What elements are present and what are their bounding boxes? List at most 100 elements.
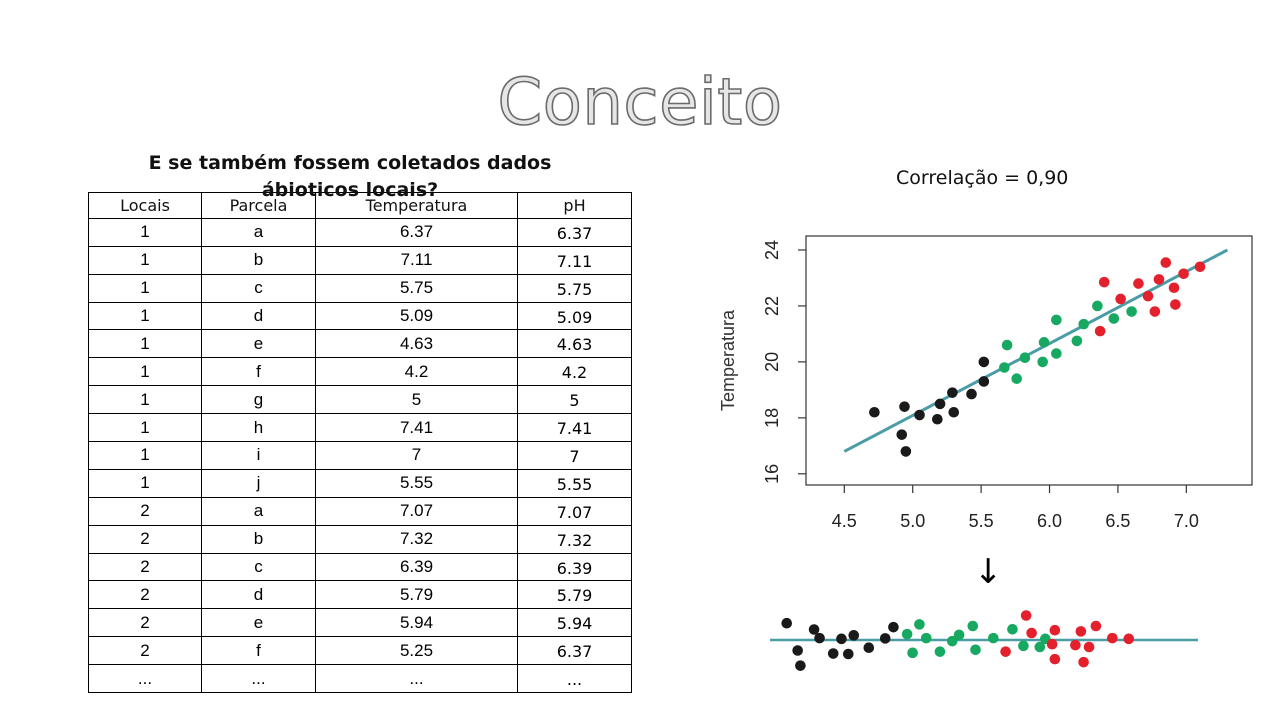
data-point-red (1133, 278, 1144, 289)
data-point-green (1001, 339, 1013, 351)
cell-parcela: ... (201, 664, 316, 694)
residual-point-green (953, 629, 965, 641)
residual-point-black (848, 630, 860, 641)
residual-point-green (946, 635, 958, 647)
data-point-green (1038, 337, 1050, 348)
data-point-red (1142, 290, 1154, 302)
data-point-red (1168, 282, 1180, 294)
cell-locais: 2 (88, 580, 202, 610)
table-row: 2 d 5.79 5.79 (88, 580, 632, 610)
question-text: E se também fossem coletados dados ábiot… (148, 152, 552, 201)
table-row: 2 a 7.07 7.07 (88, 496, 632, 526)
data-point-red (1160, 257, 1172, 268)
cell-parcela: d (201, 580, 316, 610)
cell-temperatura: 6.39 (315, 552, 518, 582)
x-tick-label: 5.5 (969, 511, 994, 531)
data-point-black (948, 406, 960, 418)
data-point-red (1170, 299, 1181, 310)
data-point-black (932, 413, 943, 425)
cell-locais: 2 (88, 496, 202, 526)
residual-point-red (1049, 624, 1061, 636)
cell-locais: 1 (88, 245, 202, 275)
data-point-black (900, 446, 912, 457)
cell-parcela: f (201, 636, 316, 666)
residual-point-red (1026, 627, 1037, 639)
residual-point-red (1090, 620, 1102, 632)
table-row: 1 j 5.55 5.55 (88, 468, 632, 498)
residual-point-green (967, 620, 979, 632)
data-point-green (1037, 356, 1048, 368)
header-temperatura: Temperatura (315, 192, 518, 219)
header-locais: Locais (88, 192, 202, 219)
table-row: 1 d 5.09 5.09 (88, 301, 632, 331)
cell-parcela: i (201, 441, 316, 470)
data-point-black (899, 401, 910, 412)
y-tick-label: 16 (762, 464, 782, 484)
cell-temperatura: 7.41 (315, 413, 518, 443)
cell-parcela: j (201, 468, 316, 498)
residual-point-red (1020, 610, 1032, 621)
cell-parcela: b (201, 524, 316, 554)
cell-ph: 7 (517, 441, 632, 470)
regression-line (843, 248, 1229, 453)
cell-locais: 2 (88, 636, 202, 666)
x-tick-label: 4.5 (832, 511, 857, 531)
cell-temperatura: 5 (315, 385, 518, 415)
cell-parcela: h (201, 413, 316, 443)
residual-point-black (827, 648, 839, 659)
table-row: 1 f 4.2 4.2 (88, 357, 632, 387)
data-point-black (869, 406, 880, 418)
cell-parcela: g (201, 385, 316, 415)
cell-parcela: c (201, 552, 316, 582)
x-tick-label: 6.5 (1105, 511, 1130, 531)
data-point-green (1108, 313, 1120, 324)
data-point-red (1153, 274, 1165, 285)
residual-point-green (1018, 640, 1029, 652)
data-point-red (1094, 325, 1106, 337)
cell-temperatura: 4.63 (315, 329, 518, 359)
residual-point-red (1075, 626, 1087, 637)
cell-ph: 5.09 (517, 301, 632, 331)
cell-ph: 5 (517, 385, 632, 415)
y-tick-label: 20 (762, 352, 782, 372)
table-body: 1 a 6.37 6.37 1 b 7.11 7.11 1 c 5.75 5.75 1 d 5.09 5.09… (88, 217, 632, 694)
residual-point-red (1049, 653, 1061, 665)
cell-locais: 1 (88, 468, 202, 498)
cell-ph: 6.37 (517, 217, 632, 247)
data-point-green (1051, 314, 1062, 326)
cell-locais: 2 (88, 524, 202, 554)
data-point-black (978, 376, 990, 387)
cell-temperatura: 5.94 (315, 608, 518, 638)
table-row: ............ (88, 664, 632, 694)
cell-locais: 1 (88, 273, 202, 303)
residual-point-green (988, 632, 999, 644)
residual-point-green (1034, 641, 1046, 653)
y-tick-label: 18 (762, 408, 782, 428)
down-arrow-icon: ↓ (974, 552, 1003, 592)
cell-parcela: e (201, 329, 316, 359)
cell-ph: 4.63 (517, 329, 632, 359)
residual-point-black (795, 660, 806, 671)
data-point-black (966, 388, 977, 400)
table-row: 1 c 5.75 5.75 (88, 273, 632, 303)
cell-locais: 1 (88, 413, 202, 443)
cell-temperatura: 7.32 (315, 524, 518, 554)
cell-temperatura: ... (315, 664, 518, 694)
y-axis-label: Temperatura (718, 309, 738, 411)
cell-temperatura: 5.55 (315, 468, 518, 498)
data-point-green (1071, 335, 1083, 347)
residual-point-black (888, 621, 899, 633)
cell-temperatura: 4.2 (315, 357, 518, 387)
residual-point-black (863, 642, 875, 653)
cell-ph: 7.11 (517, 245, 632, 275)
residual-point-green (914, 619, 925, 630)
cell-ph: 4.2 (517, 357, 632, 387)
cell-ph: 7.32 (517, 524, 632, 554)
residual-point-black (781, 617, 793, 629)
residual-point-green (1007, 623, 1018, 635)
residual-point-red (1107, 632, 1118, 644)
data-point-black (914, 409, 925, 421)
cell-temperatura: 5.75 (315, 273, 518, 303)
data-point-red (1178, 268, 1189, 280)
